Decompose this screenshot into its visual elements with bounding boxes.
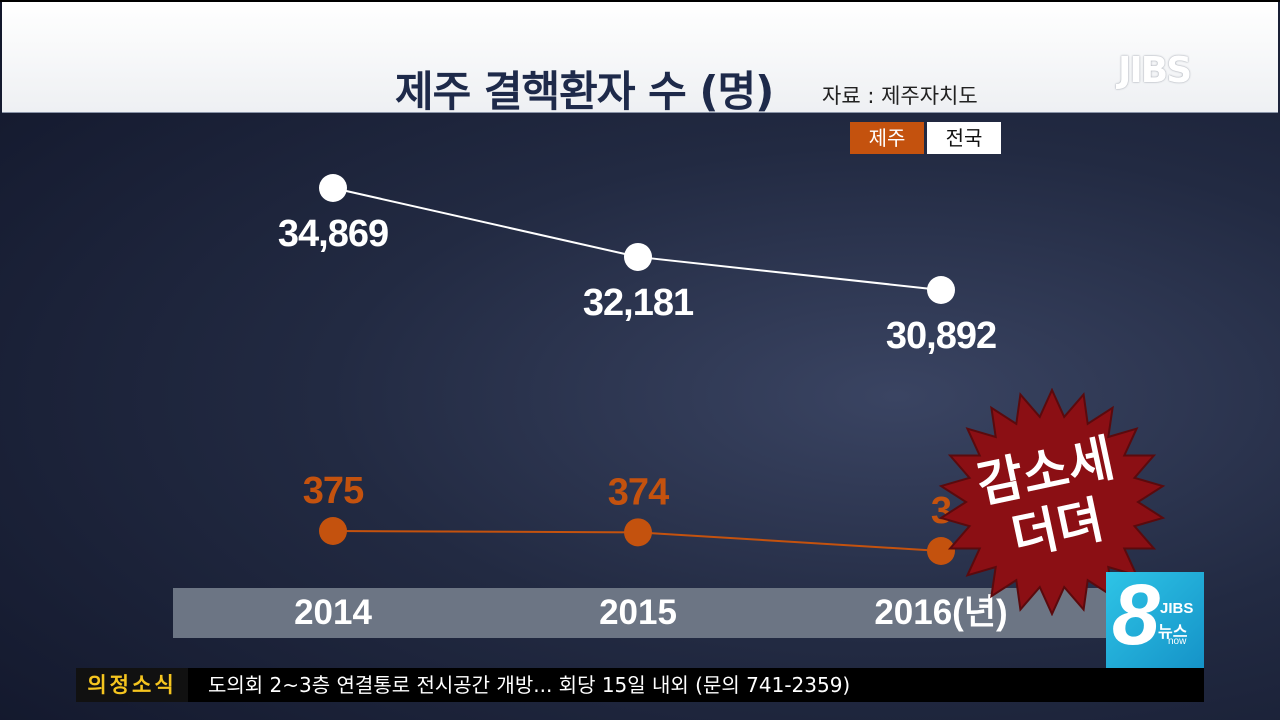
decline-slow-badge: 감소세 더뎌 <box>938 388 1166 616</box>
data-label-nation: 34,869 <box>278 213 388 255</box>
source-note: 자료 : 제주자치도 <box>822 84 978 108</box>
data-label-nation: 32,181 <box>583 282 694 324</box>
logo-name: 뉴스 <box>1158 622 1188 641</box>
top-frame <box>0 0 1280 2</box>
data-label-jeju: 375 <box>303 470 364 512</box>
title-bar <box>2 2 1278 113</box>
ticker-text: 도의회 2~3층 연결통로 전시공간 개방... 회당 15일 내외 (문의 7… <box>208 673 851 697</box>
data-point-jeju <box>927 537 955 565</box>
data-point-jeju <box>624 518 652 547</box>
x-tick-label: 2015 <box>599 593 677 632</box>
data-point-nation <box>319 174 347 202</box>
badge-burst-shape <box>938 388 1166 616</box>
data-label-jeju: 374 <box>608 471 669 513</box>
data-label-nation: 30,892 <box>886 315 996 357</box>
broadcaster-watermark: JIBS <box>1118 50 1192 91</box>
data-label-jeju: 3 <box>931 490 951 532</box>
logo-brand: JIBS <box>1160 600 1194 617</box>
ticker-label: 의정소식 <box>76 668 188 702</box>
x-tick-label: 2016(년) <box>874 593 1008 632</box>
data-point-nation <box>927 276 955 304</box>
logo-number: 8 <box>1112 567 1160 663</box>
data-point-nation <box>624 242 652 271</box>
legend-jeju: 제주 <box>850 122 924 154</box>
logo-sub: now <box>1168 636 1187 647</box>
legend-nation: 전국 <box>927 122 1001 154</box>
chart-title: 제주 결핵환자 수 (명) <box>395 67 774 116</box>
news-ticker: 의정소식 도의회 2~3층 연결통로 전시공간 개방... 회당 15일 내외 … <box>76 668 1204 702</box>
news-logo: 8 JIBS 뉴스 now <box>1106 567 1204 668</box>
x-axis-band: 2014 2015 2016(년) <box>173 588 1108 638</box>
data-point-jeju <box>319 517 347 545</box>
x-tick-label: 2014 <box>294 593 372 632</box>
series-line-nation <box>332 187 942 291</box>
